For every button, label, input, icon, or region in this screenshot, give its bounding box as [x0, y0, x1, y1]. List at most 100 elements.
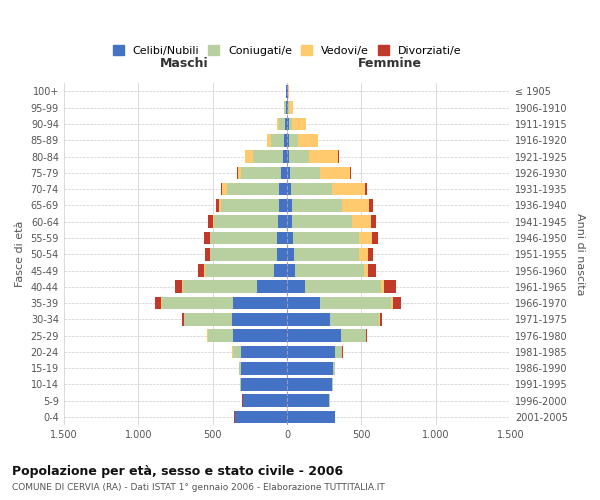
Bar — [277, 118, 279, 130]
Bar — [287, 248, 294, 260]
Bar — [233, 330, 287, 342]
Bar — [221, 183, 223, 196]
Bar — [221, 199, 279, 212]
Bar — [240, 378, 241, 391]
Bar — [182, 280, 183, 293]
Bar — [233, 296, 287, 310]
Bar — [381, 280, 384, 293]
Bar — [235, 410, 287, 424]
Bar — [287, 280, 305, 293]
Bar — [359, 248, 368, 260]
Bar — [332, 378, 333, 391]
Bar — [295, 264, 364, 277]
Bar — [279, 183, 287, 196]
Bar — [332, 183, 365, 196]
Bar — [341, 330, 366, 342]
Bar — [277, 248, 287, 260]
Bar — [287, 150, 289, 163]
Bar — [384, 280, 396, 293]
Bar — [278, 216, 287, 228]
Bar — [283, 150, 287, 163]
Bar — [208, 330, 233, 342]
Bar — [241, 362, 287, 374]
Bar — [292, 216, 352, 228]
Bar — [288, 85, 289, 98]
Bar — [218, 199, 221, 212]
Text: Maschi: Maschi — [160, 56, 209, 70]
Bar — [274, 264, 287, 277]
Bar — [284, 134, 287, 146]
Bar — [245, 150, 253, 163]
Bar — [238, 166, 241, 179]
Bar — [352, 216, 371, 228]
Bar — [287, 216, 292, 228]
Bar — [205, 248, 209, 260]
Bar — [241, 166, 281, 179]
Bar — [293, 232, 359, 244]
Bar — [287, 378, 332, 391]
Bar — [294, 248, 359, 260]
Bar — [298, 134, 317, 146]
Bar — [162, 296, 233, 310]
Bar — [277, 232, 287, 244]
Bar — [287, 118, 289, 130]
Bar — [253, 150, 283, 163]
Bar — [237, 166, 238, 179]
Bar — [233, 346, 241, 358]
Bar — [287, 232, 293, 244]
Bar — [212, 216, 214, 228]
Bar — [369, 199, 373, 212]
Bar — [292, 199, 342, 212]
Bar — [368, 248, 373, 260]
Bar — [287, 199, 292, 212]
Bar — [182, 313, 184, 326]
Bar — [393, 296, 401, 310]
Bar — [285, 118, 287, 130]
Bar — [271, 134, 284, 146]
Bar — [289, 118, 292, 130]
Bar — [305, 280, 381, 293]
Bar — [183, 280, 257, 293]
Bar — [350, 166, 351, 179]
Bar — [281, 166, 287, 179]
Bar — [241, 378, 287, 391]
Bar — [287, 102, 288, 114]
Bar — [288, 102, 289, 114]
Bar — [286, 85, 287, 98]
Bar — [365, 183, 367, 196]
Bar — [217, 199, 218, 212]
Bar — [279, 118, 285, 130]
Bar — [208, 216, 212, 228]
Bar — [287, 330, 341, 342]
Bar — [287, 166, 290, 179]
Bar — [205, 232, 209, 244]
Bar — [333, 362, 335, 374]
Y-axis label: Fasce di età: Fasce di età — [15, 221, 25, 288]
Bar — [287, 410, 335, 424]
Bar — [366, 330, 367, 342]
Bar — [308, 150, 338, 163]
Text: COMUNE DI CERVIA (RA) - Dati ISTAT 1° gennaio 2006 - Elaborazione TUTTITALIA.IT: COMUNE DI CERVIA (RA) - Dati ISTAT 1° ge… — [12, 482, 385, 492]
Bar — [184, 313, 232, 326]
Bar — [243, 394, 287, 407]
Bar — [368, 264, 376, 277]
Bar — [292, 118, 305, 130]
Bar — [286, 102, 287, 114]
Bar — [175, 280, 182, 293]
Bar — [257, 280, 287, 293]
Bar — [290, 166, 320, 179]
Bar — [211, 248, 277, 260]
Bar — [391, 296, 393, 310]
Bar — [338, 150, 339, 163]
Bar — [287, 134, 289, 146]
Bar — [279, 199, 287, 212]
Bar — [227, 183, 279, 196]
Bar — [287, 313, 330, 326]
Bar — [317, 134, 319, 146]
Legend: Celibi/Nubili, Coniugati/e, Vedovi/e, Divorziati/e: Celibi/Nubili, Coniugati/e, Vedovi/e, Di… — [108, 41, 466, 60]
Bar — [161, 296, 162, 310]
Bar — [287, 346, 335, 358]
Bar — [209, 232, 211, 244]
Bar — [239, 362, 241, 374]
Bar — [205, 264, 274, 277]
